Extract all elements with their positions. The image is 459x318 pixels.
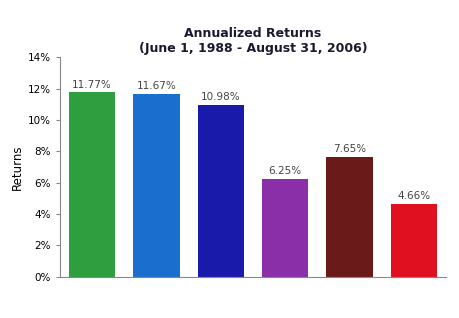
Bar — [326, 157, 372, 277]
Title: Annualized Returns
(June 1, 1988 - August 31, 2006): Annualized Returns (June 1, 1988 - Augus… — [138, 27, 367, 55]
Text: 11.77%: 11.77% — [72, 80, 112, 90]
Text: 4.66%: 4.66% — [397, 191, 430, 201]
Bar — [197, 105, 243, 277]
Text: 7.65%: 7.65% — [332, 144, 365, 155]
Bar — [390, 204, 436, 277]
Bar — [133, 94, 179, 277]
Text: 6.25%: 6.25% — [268, 166, 301, 176]
Bar — [69, 92, 115, 277]
Text: 10.98%: 10.98% — [201, 92, 240, 102]
Text: 11.67%: 11.67% — [136, 81, 176, 91]
Y-axis label: Returns: Returns — [11, 144, 23, 190]
Bar — [262, 179, 308, 277]
